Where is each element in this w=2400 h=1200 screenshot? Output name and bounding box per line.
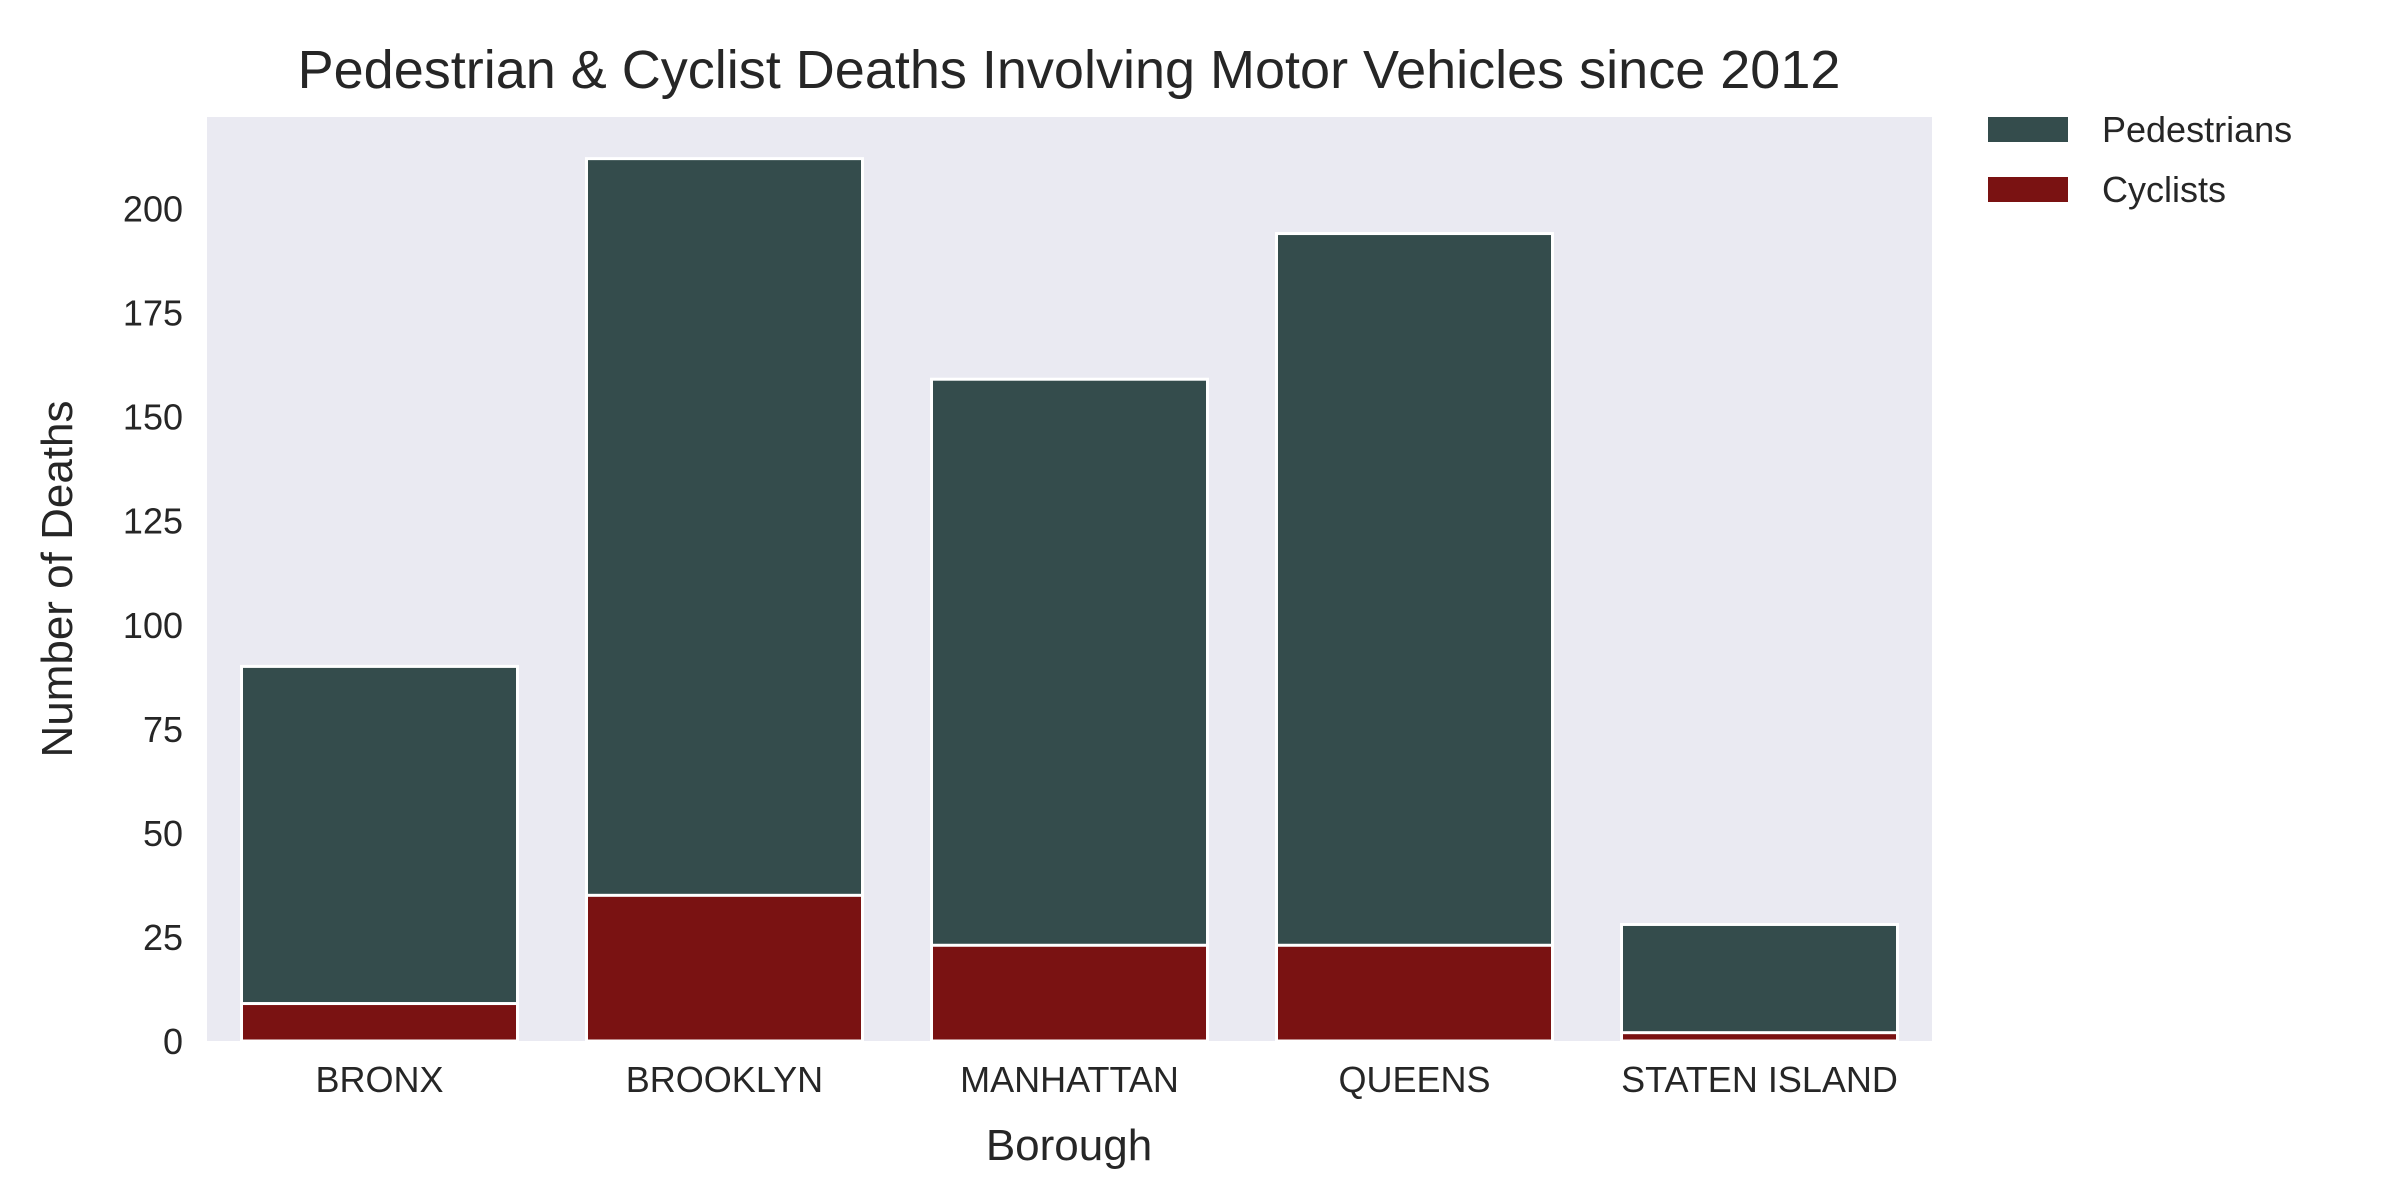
bar-pedestrians-queens — [1275, 232, 1554, 1043]
bar-cyclists-bronx — [240, 1002, 519, 1043]
legend-swatch-pedestrians — [1988, 117, 2068, 142]
x-axis-ticks: BRONX BROOKLYN MANHATTAN QUEENS STATEN ISLAN… — [315, 1059, 1897, 1100]
bar-pedestrians-bronx — [240, 664, 519, 1043]
bar-pedestrians-manhattan — [930, 377, 1209, 1043]
legend-swatch-cyclists — [1988, 177, 2068, 202]
x-tick-label: BROOKLYN — [626, 1059, 823, 1100]
bar-cyclists-staten-island — [1620, 1031, 1899, 1043]
y-axis-ticks: 0 25 50 75 100 125 150 175 200 — [123, 189, 183, 1062]
y-tick-label: 0 — [163, 1021, 183, 1062]
bar-cyclists-queens — [1275, 943, 1554, 1043]
y-axis-label: Number of Deaths — [33, 400, 82, 757]
legend-label-cyclists: Cyclists — [2102, 169, 2226, 210]
chart-title: Pedestrian & Cyclist Deaths Involving Mo… — [298, 40, 1841, 100]
y-tick-label: 25 — [143, 917, 183, 958]
y-tick-label: 200 — [123, 189, 183, 230]
x-tick-label: STATEN ISLAND — [1621, 1059, 1898, 1100]
x-tick-label: MANHATTAN — [960, 1059, 1179, 1100]
bar-pedestrians-staten-island — [1620, 922, 1899, 1043]
y-tick-label: 100 — [123, 605, 183, 646]
x-axis-label: Borough — [986, 1121, 1152, 1170]
legend-label-pedestrians: Pedestrians — [2102, 109, 2292, 150]
y-tick-label: 50 — [143, 813, 183, 854]
y-tick-label: 75 — [143, 709, 183, 750]
bars-group — [240, 157, 1899, 1043]
legend: Pedestrians Cyclists — [1988, 109, 2292, 210]
y-tick-label: 150 — [123, 397, 183, 438]
y-tick-label: 125 — [123, 501, 183, 542]
x-tick-label: BRONX — [315, 1059, 443, 1100]
x-tick-label: QUEENS — [1338, 1059, 1490, 1100]
bar-cyclists-manhattan — [930, 943, 1209, 1043]
bar-cyclists-brooklyn — [585, 893, 864, 1043]
y-tick-label: 175 — [123, 293, 183, 334]
